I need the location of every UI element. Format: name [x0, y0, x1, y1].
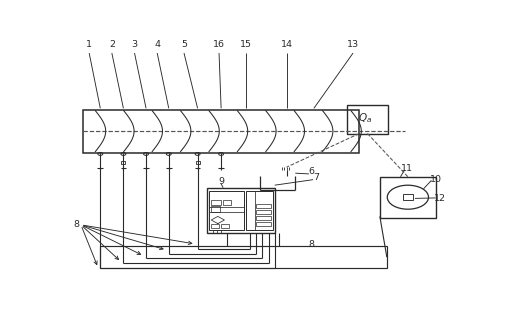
Text: 16: 16	[213, 40, 225, 49]
Text: 7: 7	[313, 173, 319, 183]
Bar	[256, 216, 271, 220]
Bar	[196, 161, 200, 163]
Bar	[121, 161, 126, 163]
Bar	[403, 194, 413, 200]
Text: 5: 5	[181, 40, 187, 49]
Text: 15: 15	[240, 40, 252, 49]
Bar	[83, 110, 359, 153]
Text: 10: 10	[429, 175, 442, 184]
Bar	[223, 200, 231, 205]
Text: 12: 12	[434, 194, 446, 203]
Bar	[256, 204, 271, 208]
Text: 13: 13	[347, 40, 359, 49]
Text: $Q_a$: $Q_a$	[359, 111, 372, 124]
Text: 9: 9	[218, 177, 224, 186]
Text: 6: 6	[309, 168, 315, 177]
Text: 4: 4	[154, 40, 160, 49]
Text: 2: 2	[109, 40, 115, 49]
Bar	[101, 246, 387, 268]
Bar	[256, 222, 271, 226]
Bar	[211, 224, 219, 228]
Text: 14: 14	[281, 40, 293, 49]
Text: 1: 1	[86, 40, 92, 49]
Bar	[246, 191, 273, 230]
Text: 3: 3	[131, 40, 138, 49]
Bar	[256, 210, 271, 214]
Bar	[206, 188, 275, 233]
Bar	[211, 206, 220, 212]
Text: 8: 8	[309, 240, 315, 249]
Text: 11: 11	[401, 164, 413, 173]
Bar	[211, 200, 221, 205]
Bar	[347, 105, 388, 134]
Bar	[209, 191, 244, 230]
Bar	[221, 224, 229, 228]
Bar	[380, 177, 436, 218]
Text: 8: 8	[74, 220, 80, 229]
